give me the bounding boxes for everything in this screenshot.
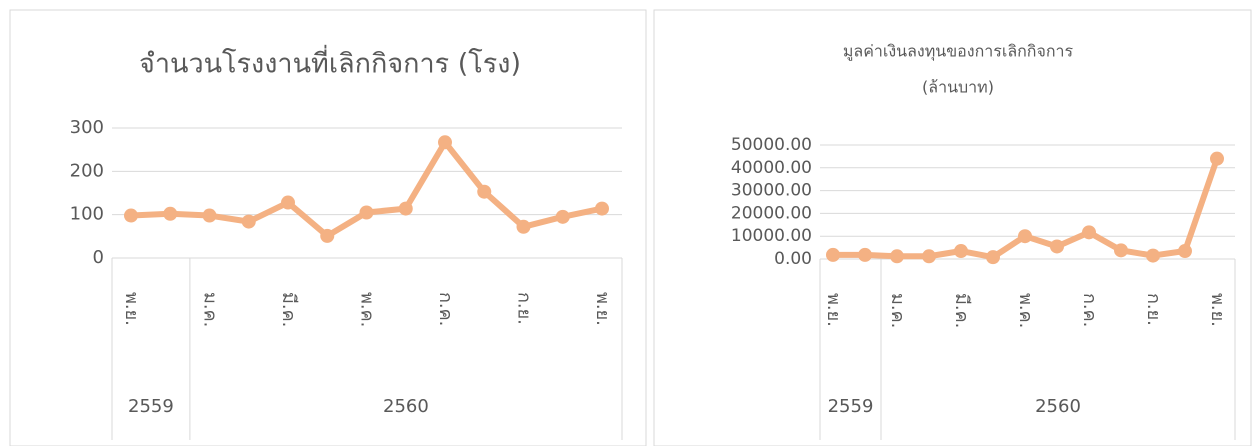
data-point [241, 214, 256, 229]
group-label: 2560 [1035, 396, 1081, 417]
data-point [398, 201, 413, 216]
data-point [922, 249, 936, 264]
x-tick-label: พ.ค. [1015, 293, 1036, 328]
y-tick-label: 100 [70, 204, 104, 225]
data-point [438, 135, 452, 150]
y-tick-label: 30000.00 [731, 181, 812, 201]
y-tick-label: 0.00 [774, 249, 812, 269]
x-tick-label: ม.ค. [200, 292, 221, 327]
data-point [281, 195, 295, 210]
data-point [858, 247, 872, 262]
data-point [124, 208, 138, 223]
chart-title: จำนวนโรงงานที่เลิกกิจการ (โรง) [139, 45, 521, 80]
y-tick-label: 300 [70, 117, 104, 138]
data-point [826, 247, 840, 262]
data-point [359, 205, 374, 220]
data-point [555, 209, 570, 224]
group-label: 2559 [128, 396, 174, 417]
x-tick-label: พ.ย. [823, 293, 844, 327]
x-tick-label: ก.ย. [514, 292, 535, 325]
group-label: 2559 [828, 396, 874, 417]
y-tick-label: 10000.00 [731, 226, 812, 246]
data-point [1178, 244, 1192, 259]
panel [653, 9, 1252, 446]
y-tick-label: 0 [93, 247, 104, 268]
data-point [595, 201, 609, 216]
x-tick-label: ก.ค. [1079, 293, 1100, 327]
y-tick-label: 40000.00 [731, 158, 812, 178]
data-point [202, 208, 217, 223]
data-point [163, 206, 178, 221]
data-point [954, 244, 968, 259]
data-point [1210, 151, 1224, 166]
x-tick-label: ก.ย. [1143, 293, 1164, 326]
data-point [1082, 225, 1096, 240]
x-tick-label: พ.ค. [357, 292, 378, 327]
data-point [1050, 239, 1064, 254]
chart-title: (ล้านบาท) [922, 78, 994, 97]
x-tick-label: พ.ย. [1207, 293, 1228, 327]
x-tick-label: พ.ย. [592, 292, 613, 326]
data-point [986, 250, 1000, 265]
data-point [516, 219, 531, 234]
chart-title: มูลค่าเงินลงทุนของการเลิกกิจการ [843, 42, 1074, 62]
x-tick-label: มี.ค. [278, 292, 299, 327]
data-point [1114, 243, 1128, 258]
x-tick-label: พ.ย. [121, 292, 142, 326]
group-label: 2560 [383, 396, 429, 417]
series-line [130, 139, 603, 239]
data-point [890, 249, 904, 264]
panel [9, 9, 647, 446]
x-tick-label: ม.ค. [887, 293, 908, 328]
data-point [1018, 229, 1032, 244]
data-point [477, 184, 492, 199]
y-tick-label: 50000.00 [731, 135, 812, 155]
y-tick-label: 200 [70, 160, 104, 181]
data-point [320, 228, 335, 243]
data-point [1146, 248, 1160, 263]
x-tick-label: ก.ค. [435, 292, 456, 326]
x-tick-label: มี.ค. [951, 293, 972, 328]
y-tick-label: 20000.00 [731, 203, 812, 223]
